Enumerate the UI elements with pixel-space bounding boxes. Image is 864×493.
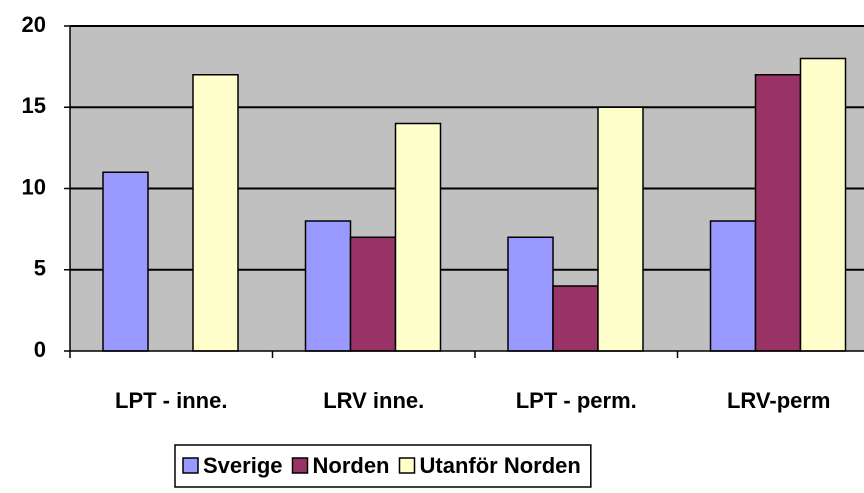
y-tick-label: 15 — [22, 93, 46, 118]
legend-swatch — [398, 457, 416, 474]
legend-swatch — [291, 457, 309, 474]
y-tick-label: 0 — [34, 337, 46, 362]
x-tick-label: LRV-perm — [727, 388, 831, 413]
x-tick-label: LPT - inne. — [115, 388, 227, 413]
legend-label: Norden — [313, 453, 390, 478]
bar — [709, 220, 757, 352]
bar — [754, 74, 802, 352]
y-tick-label: 5 — [34, 256, 46, 281]
x-tick-label: LRV inne. — [323, 388, 424, 413]
legend-swatch — [182, 457, 199, 474]
bar — [349, 236, 397, 352]
bar — [394, 122, 442, 352]
y-tick-label: 10 — [22, 174, 46, 199]
bar — [304, 220, 352, 352]
bar — [507, 236, 554, 352]
legend-label: Sverige — [203, 453, 283, 478]
bar — [192, 74, 239, 352]
legend-label: Utanför Norden — [420, 453, 581, 478]
bar — [597, 106, 644, 352]
x-tick-label: LPT - perm. — [516, 388, 637, 413]
bar — [552, 285, 599, 352]
legend — [174, 444, 592, 488]
bar — [102, 171, 149, 352]
bar — [799, 57, 847, 352]
y-tick-label: 20 — [22, 12, 46, 37]
